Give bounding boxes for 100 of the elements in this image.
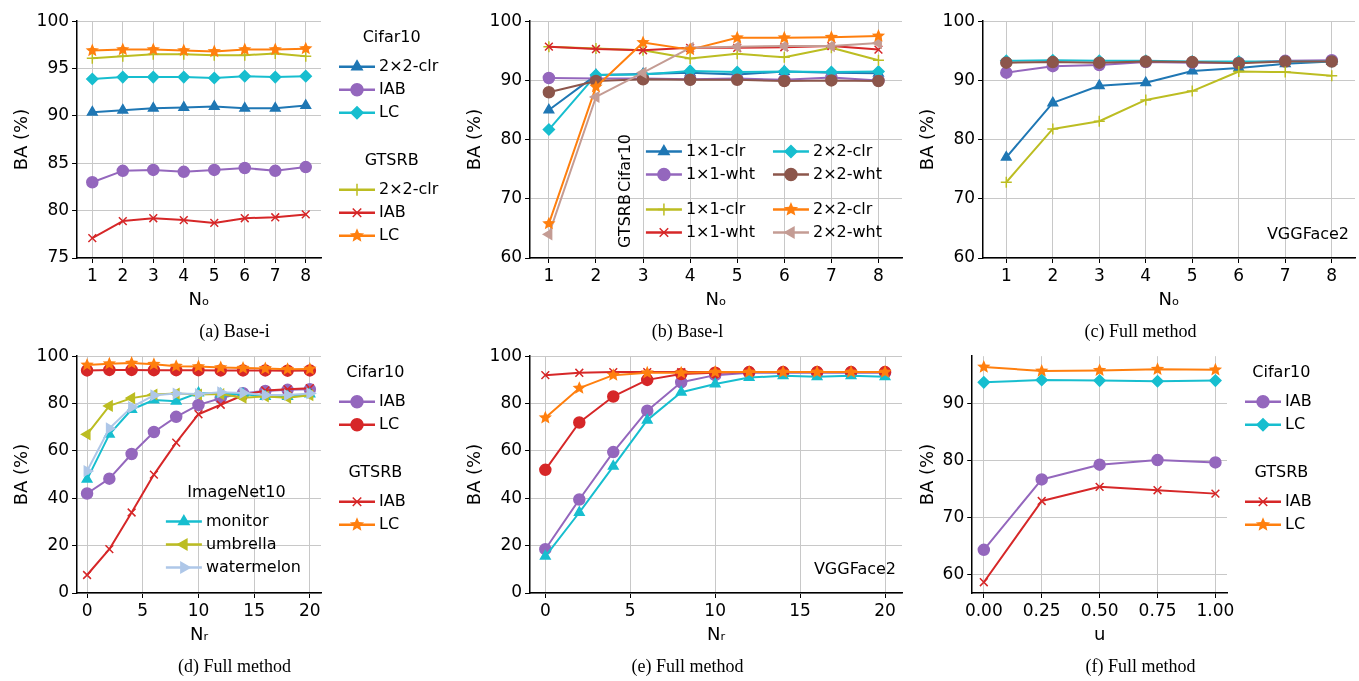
text: (d) Full method: [178, 656, 291, 678]
x-tick-label: 0.50: [1080, 599, 1119, 620]
y-tick-label: 100: [942, 9, 976, 30]
x-tick-label: 2: [590, 264, 602, 285]
y-axis-title: BA (%): [463, 108, 485, 171]
text: (c) Full method: [1084, 321, 1197, 343]
x-tick-label: 1: [543, 264, 555, 285]
x-tick-label: 3: [147, 264, 159, 285]
y-axis-title: BA (%): [916, 108, 938, 171]
x-tick-label: 6: [778, 264, 790, 285]
x-tick-label: 0.00: [964, 599, 1003, 620]
text: VGGFace2: [813, 559, 896, 579]
legend-label: LC: [379, 513, 400, 533]
y-tick-label: 100: [36, 9, 70, 30]
x-tick-label: 4: [684, 264, 696, 285]
text: Cifar10: [615, 134, 635, 192]
y-tick-label: 0: [58, 581, 70, 602]
x-tick-label: 0.75: [1138, 599, 1177, 620]
x-tick-label: 5: [731, 264, 743, 285]
text: (b) Base-l: [651, 321, 724, 343]
y-axis-title: BA (%): [916, 443, 938, 506]
legend-label: LC: [379, 224, 400, 244]
y-tick-label: 80: [500, 391, 523, 412]
text: GTSRB: [364, 150, 419, 170]
x-tick-label: 2: [117, 264, 129, 285]
x-tick-label: 6: [239, 264, 251, 285]
y-tick-label: 100: [489, 344, 523, 365]
text: (f) Full method: [1085, 656, 1196, 678]
y-tick-label: 60: [942, 562, 965, 583]
y-tick-label: 80: [47, 391, 70, 412]
y-tick-label: 75: [47, 246, 70, 267]
text: Cifar10: [1252, 362, 1311, 382]
text: VGGFace2: [1266, 224, 1349, 244]
legend-label: 1×1-clr: [685, 198, 746, 218]
legend-label: LC: [379, 413, 400, 433]
x-axis-title: u: [1093, 622, 1106, 644]
text: ImageNet10: [187, 482, 286, 502]
y-tick-label: 90: [47, 104, 70, 125]
text: GTSRB: [1254, 462, 1309, 482]
x-tick-label: 1: [86, 264, 98, 285]
x-tick-label: 15: [789, 599, 811, 620]
x-tick-label: 4: [178, 264, 190, 285]
x-tick-label: 8: [1326, 264, 1338, 285]
x-tick-label: 7: [269, 264, 281, 285]
y-axis-title: BA (%): [463, 443, 485, 506]
y-tick-label: 90: [500, 68, 523, 89]
x-tick-label: 6: [1233, 264, 1245, 285]
text: Cifar10: [346, 362, 405, 382]
y-tick-label: 80: [953, 128, 976, 149]
y-tick-label: 100: [36, 344, 70, 365]
x-tick-label: 3: [637, 264, 649, 285]
x-tick-label: 20: [299, 599, 321, 620]
text: (e) Full method: [631, 656, 744, 678]
x-tick-label: 5: [1186, 264, 1198, 285]
legend-label: IAB: [379, 390, 406, 410]
y-tick-label: 80: [942, 449, 965, 470]
legend-label: IAB: [379, 490, 406, 510]
y-tick-label: 60: [47, 439, 70, 460]
y-tick-label: 70: [942, 505, 965, 526]
text: GTSRB: [348, 462, 403, 482]
legend-label: 1×1-wht: [685, 163, 755, 183]
x-tick-label: 5: [137, 599, 149, 620]
legend-label: 2×2-clr: [812, 198, 873, 218]
text: GTSRB: [615, 194, 635, 248]
x-tick-label: 5: [208, 264, 220, 285]
x-axis-title: Nₒ: [188, 287, 210, 309]
legend-label: 1×1-clr: [685, 140, 746, 160]
x-axis-title: Nᵣ: [706, 622, 726, 644]
legend-label: 1×1-wht: [685, 221, 755, 241]
y-tick-label: 80: [47, 199, 70, 220]
legend-label: 2×2-wht: [812, 163, 883, 183]
x-tick-label: 20: [874, 599, 896, 620]
x-tick-label: 7: [1279, 264, 1291, 285]
y-axis-title: BA (%): [10, 443, 32, 506]
x-tick-label: 2: [1047, 264, 1059, 285]
x-tick-label: 0: [81, 599, 93, 620]
legend-label: 2×2-clr: [812, 140, 873, 160]
y-tick-label: 90: [942, 392, 965, 413]
x-axis-title: Nₒ: [705, 287, 727, 309]
legend-label: umbrella: [205, 533, 277, 553]
x-tick-label: 4: [1140, 264, 1152, 285]
legend-label: LC: [1285, 413, 1306, 433]
y-tick-label: 80: [500, 128, 523, 149]
legend-label: IAB: [1285, 390, 1312, 410]
y-tick-label: 60: [953, 246, 976, 267]
legend-label: 2×2-wht: [812, 221, 883, 241]
y-tick-label: 60: [500, 246, 523, 267]
text: (a) Base-i: [199, 321, 270, 343]
x-tick-label: 10: [704, 599, 726, 620]
legend-label: 2×2-clr: [379, 178, 439, 198]
y-tick-label: 20: [500, 534, 523, 555]
x-tick-label: 7: [825, 264, 837, 285]
x-tick-label: 0: [539, 599, 551, 620]
x-tick-label: 8: [873, 264, 884, 285]
x-axis-title: Nₒ: [1158, 287, 1180, 309]
y-tick-label: 20: [47, 534, 70, 555]
y-tick-label: 60: [500, 439, 523, 460]
x-tick-label: 10: [187, 599, 210, 620]
x-tick-label: 1: [1000, 264, 1012, 285]
y-tick-label: 70: [953, 187, 976, 208]
